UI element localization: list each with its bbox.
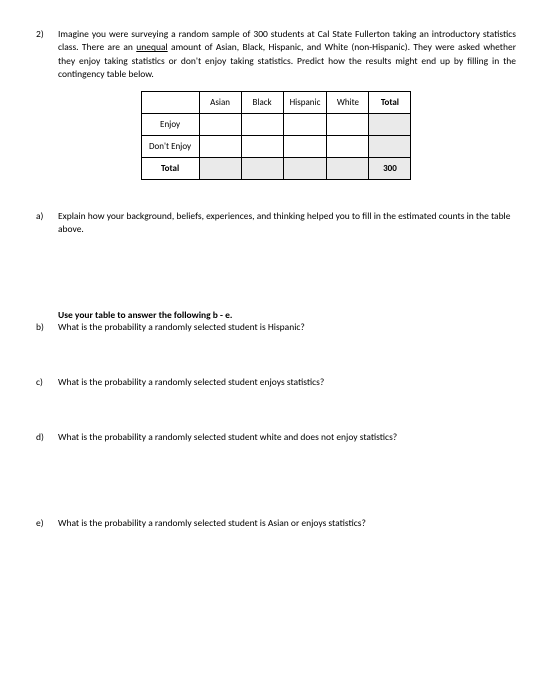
sub-a-number: a): [36, 210, 50, 237]
table-cell-total: [327, 158, 369, 180]
sub-question-c: c) What is the probability a randomly se…: [36, 376, 516, 389]
sub-b-number: b): [36, 321, 50, 334]
sub-b-text: What is the probability a randomly selec…: [58, 321, 516, 334]
table-header-black: Black: [241, 92, 283, 114]
table-cell: [327, 136, 369, 158]
main-question-text: Imagine you were surveying a random samp…: [58, 28, 516, 81]
main-question-number: 2): [36, 28, 50, 81]
contingency-table-container: Asian Black Hispanic White Total Enjoy D…: [36, 91, 516, 180]
table-cell-grand-total: 300: [369, 158, 411, 180]
table-row-enjoy: Enjoy: [141, 114, 411, 136]
table-cell: [241, 136, 283, 158]
table-cell-total: [369, 136, 411, 158]
table-row-label-dont-enjoy: Don't Enjoy: [141, 136, 199, 158]
table-cell-total: [283, 158, 327, 180]
table-cell: [241, 114, 283, 136]
table-row-dont-enjoy: Don't Enjoy: [141, 136, 411, 158]
table-header-white: White: [327, 92, 369, 114]
table-row-total: Total 300: [141, 158, 411, 180]
sub-d-number: d): [36, 431, 50, 444]
main-question: 2) Imagine you were surveying a random s…: [36, 28, 516, 81]
table-cell: [283, 114, 327, 136]
sub-e-text: What is the probability a randomly selec…: [58, 517, 516, 530]
table-cell-total: [241, 158, 283, 180]
table-header-row: Asian Black Hispanic White Total: [141, 92, 411, 114]
sub-c-number: c): [36, 376, 50, 389]
table-cell-total: [369, 114, 411, 136]
sub-d-text: What is the probability a randomly selec…: [58, 431, 516, 444]
sub-a-text: Explain how your background, beliefs, ex…: [58, 210, 516, 237]
table-cell-total: [199, 158, 241, 180]
contingency-table: Asian Black Hispanic White Total Enjoy D…: [141, 91, 412, 180]
instruction-text: Use your table to answer the following b…: [58, 309, 516, 321]
sub-c-text: What is the probability a randomly selec…: [58, 376, 516, 389]
spacing: [36, 237, 516, 309]
sub-e-number: e): [36, 517, 50, 530]
sub-question-b: b) What is the probability a randomly se…: [36, 321, 516, 334]
table-cell: [199, 114, 241, 136]
sub-question-a: a) Explain how your background, beliefs,…: [36, 210, 516, 237]
table-cell: [327, 114, 369, 136]
table-cell: [283, 136, 327, 158]
table-row-label-total: Total: [141, 158, 199, 180]
spacing: [36, 389, 516, 431]
spacing: [36, 334, 516, 376]
spacing: [36, 445, 516, 517]
sub-question-d: d) What is the probability a randomly se…: [36, 431, 516, 444]
table-header-total: Total: [369, 92, 411, 114]
question-text-underlined: unequal: [136, 41, 167, 53]
table-header-blank: [141, 92, 199, 114]
table-header-hispanic: Hispanic: [283, 92, 327, 114]
table-cell: [199, 136, 241, 158]
sub-question-e: e) What is the probability a randomly se…: [36, 517, 516, 530]
table-header-asian: Asian: [199, 92, 241, 114]
table-row-label-enjoy: Enjoy: [141, 114, 199, 136]
